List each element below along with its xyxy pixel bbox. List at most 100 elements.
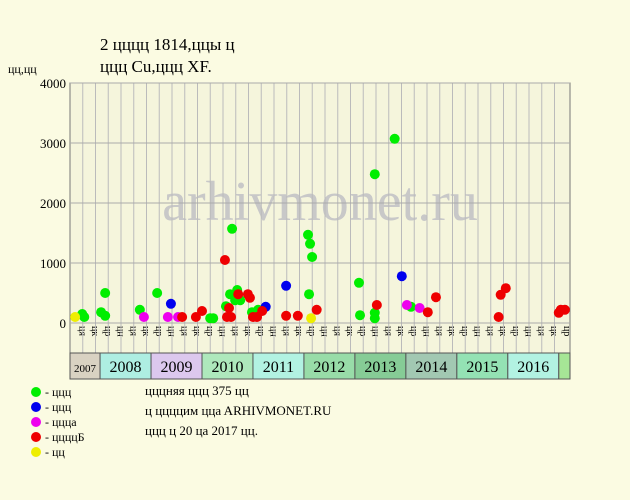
column-label: цк	[344, 326, 355, 336]
column-label: ця	[484, 326, 495, 336]
point	[281, 310, 292, 321]
year-label: 2007	[74, 363, 97, 375]
point	[422, 307, 433, 318]
column-label: цк	[497, 326, 508, 336]
column-label: цк	[191, 326, 202, 336]
point	[281, 280, 292, 291]
column-label: ця	[382, 326, 393, 336]
legend-label: - цц	[45, 445, 65, 459]
year-band	[69, 352, 101, 380]
y-axis-label: цц,цц	[8, 62, 37, 76]
column-label: ця	[433, 326, 444, 336]
point	[224, 303, 235, 313]
column-label: ця	[331, 326, 342, 336]
year-band	[558, 352, 571, 380]
column-row	[69, 322, 571, 354]
column-label: цк	[89, 326, 100, 336]
year-band	[405, 352, 458, 380]
y-tick-label: 0	[60, 316, 67, 331]
point	[353, 277, 364, 288]
column-label: цн	[421, 326, 432, 337]
column-label: цк	[293, 326, 304, 336]
point	[371, 300, 382, 310]
point	[79, 312, 90, 322]
column-label: цн	[166, 326, 177, 337]
year-band	[456, 352, 509, 380]
year-label: 2009	[161, 359, 193, 376]
y-tick-label: 2000	[40, 196, 66, 211]
note: ццц ц 20 цa 2017 цц.	[145, 423, 258, 438]
point	[152, 288, 163, 298]
point	[162, 312, 173, 322]
point	[219, 255, 230, 265]
point	[430, 292, 441, 303]
point	[227, 223, 238, 234]
point	[307, 252, 318, 262]
year-band	[303, 352, 356, 380]
point	[311, 304, 322, 315]
column-label: цр	[561, 326, 572, 336]
legend-label: - цццa	[45, 415, 77, 429]
year-label: 2011	[263, 359, 294, 376]
column-label: цк	[242, 326, 253, 336]
column-label: ця	[535, 326, 546, 336]
year-band	[150, 352, 203, 380]
column-label: цк	[140, 326, 151, 336]
point	[138, 312, 149, 322]
column-label: ця	[178, 326, 189, 336]
point	[244, 292, 255, 303]
column-label: цр	[510, 326, 521, 336]
y-tick-label: 4000	[40, 76, 66, 91]
point	[208, 313, 219, 324]
point	[165, 298, 176, 309]
year-label: 2010	[211, 359, 243, 376]
year-label: 2012	[313, 359, 345, 376]
year-label: 2008	[110, 359, 142, 376]
column-label: цк	[446, 326, 457, 336]
year-band	[507, 352, 560, 380]
chart-title: 2 цццц 1814,ццы ц	[100, 35, 235, 54]
point	[305, 238, 316, 249]
column-label: цр	[153, 326, 164, 336]
legend-marker	[31, 402, 41, 412]
note: ц ццццим ццa ARHIVMONET.RU	[145, 403, 332, 418]
column-label: ця	[127, 326, 138, 336]
point	[100, 288, 111, 298]
point	[369, 313, 380, 324]
point	[559, 304, 570, 315]
point	[177, 312, 188, 322]
legend-marker	[31, 432, 41, 442]
year-band	[354, 352, 407, 380]
watermark: arhivmonet.ru	[162, 171, 478, 233]
column-label: цн	[115, 326, 126, 337]
column-label: цн	[319, 326, 330, 337]
column-label: цн	[523, 326, 534, 337]
year-label: 2013	[364, 359, 396, 376]
point	[369, 169, 380, 180]
point	[233, 289, 244, 300]
column-label: ця	[280, 326, 291, 336]
point	[197, 306, 208, 316]
point	[303, 229, 314, 240]
point	[292, 310, 303, 321]
y-tick-label: 1000	[40, 256, 66, 271]
point	[226, 312, 237, 322]
legend-label: - ццц	[45, 400, 72, 414]
column-label: цк	[548, 326, 559, 336]
point	[389, 133, 400, 144]
column-label: цр	[459, 326, 470, 336]
column-label: цр	[204, 326, 215, 336]
legend-label: - ццц	[45, 385, 72, 399]
column-label: цр	[306, 326, 317, 336]
column-label: цн	[370, 326, 381, 337]
point	[355, 310, 366, 321]
point	[401, 300, 412, 310]
point	[190, 312, 201, 322]
point	[414, 303, 425, 313]
legend-marker	[31, 417, 41, 427]
point	[396, 271, 407, 282]
year-label: 2016	[517, 359, 549, 376]
point	[100, 310, 111, 321]
column-label: цн	[217, 326, 228, 337]
